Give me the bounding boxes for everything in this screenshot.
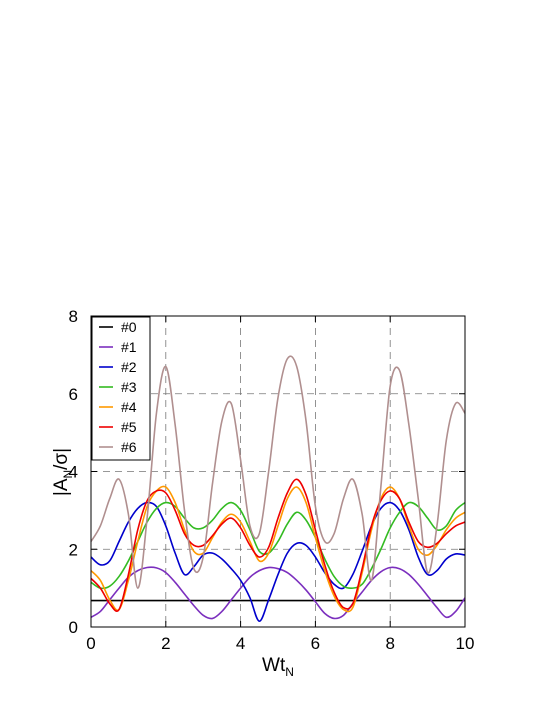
legend-label-2: #2 bbox=[121, 359, 137, 375]
series-line-1 bbox=[90, 566, 466, 620]
y-axis-label: |AN/σ| bbox=[51, 448, 75, 496]
y-tick-label: 4 bbox=[69, 463, 78, 482]
x-tick-label: 8 bbox=[385, 634, 394, 653]
series-line-2 bbox=[90, 501, 466, 622]
legend-label-0: #0 bbox=[121, 319, 137, 335]
x-axis-label: WtN bbox=[262, 655, 294, 679]
y-axis-label-subscript: N bbox=[61, 470, 75, 479]
legend-box bbox=[91, 316, 151, 461]
legend: #0 #1 #2 #3 #4 #5 #6 bbox=[91, 316, 151, 461]
y-tick-label: 0 bbox=[69, 618, 78, 637]
y-tick-label: 6 bbox=[69, 385, 78, 404]
x-axis-label-subscript: N bbox=[285, 665, 294, 679]
x-axis-label-main: Wt bbox=[262, 655, 286, 676]
legend-label-3: #3 bbox=[121, 379, 137, 395]
series-line-3 bbox=[90, 501, 466, 590]
y-tick-label: 8 bbox=[69, 307, 78, 326]
x-tick-label: 0 bbox=[86, 634, 95, 653]
legend-label-4: #4 bbox=[121, 399, 137, 415]
legend-label-1: #1 bbox=[121, 339, 137, 355]
x-tick-label: 2 bbox=[161, 634, 170, 653]
y-tick-label: 2 bbox=[69, 540, 78, 559]
x-tick-label: 4 bbox=[236, 634, 245, 653]
x-tick-label: 6 bbox=[311, 634, 320, 653]
x-tick-label: 10 bbox=[456, 634, 475, 653]
legend-label-5: #5 bbox=[121, 419, 137, 435]
series-lines bbox=[90, 355, 466, 622]
series-line-6 bbox=[90, 355, 466, 589]
y-axis-label-main: |A bbox=[51, 478, 72, 496]
axis-ticks: 0 2 4 6 8 10 0 2 4 6 8 bbox=[69, 307, 475, 653]
y-axis-label-tail: /σ| bbox=[51, 448, 72, 470]
series-line-5 bbox=[90, 478, 466, 612]
legend-label-6: #6 bbox=[121, 439, 137, 455]
